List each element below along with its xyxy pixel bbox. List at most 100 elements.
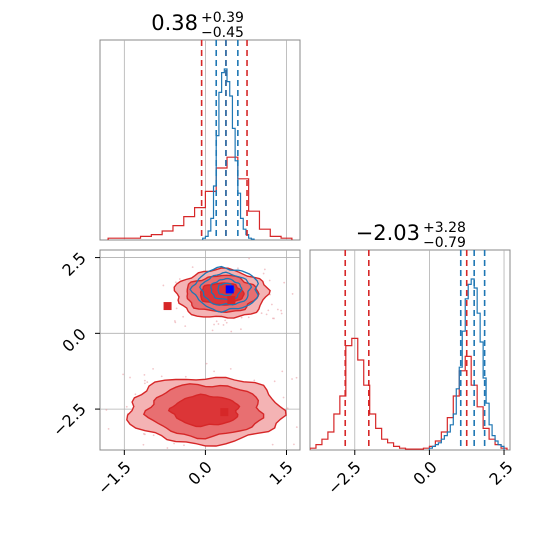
scatter-point	[271, 443, 274, 446]
joint-y-tick-label: 0.0	[58, 324, 89, 355]
scatter-point	[293, 443, 295, 446]
scatter-point	[143, 373, 146, 376]
scatter-point	[280, 309, 282, 312]
scatter-point	[281, 370, 284, 373]
scatter-point	[205, 362, 208, 365]
scatter-point	[240, 328, 242, 331]
scatter-point	[143, 433, 146, 436]
scatter-point	[237, 267, 239, 270]
marginal-x-title-upper: +0.39	[201, 10, 244, 26]
marker-red	[163, 302, 172, 311]
scatter-point	[282, 396, 285, 399]
marginal-x-title-value: 0.38	[151, 11, 198, 35]
scatter-point	[225, 321, 228, 324]
joint-x-tick-label: −1.5	[94, 457, 135, 498]
histogram-blue	[428, 278, 505, 450]
scatter-point	[283, 281, 286, 284]
scatter-point	[265, 313, 268, 316]
marginal-x-title: 0.38	[151, 11, 198, 35]
scatter-point	[184, 325, 187, 328]
histogram-blue	[202, 68, 255, 240]
marginal-y-x-tick-labels: −2.5 0.0 2.5	[324, 457, 517, 498]
scatter-point	[146, 381, 149, 384]
joint-y-tick-label: 2.5	[58, 248, 89, 279]
scatter-point	[222, 324, 225, 326]
scatter-point	[273, 380, 276, 383]
marginal-y-ticks	[354, 450, 505, 455]
scatter-point	[270, 303, 273, 306]
scatter-point	[213, 323, 215, 326]
scatter-point	[247, 316, 250, 319]
scatter-point	[295, 426, 298, 429]
blue-contour-level	[189, 265, 260, 313]
scatter-point	[184, 375, 187, 378]
marginal-y-grid	[354, 250, 505, 450]
scatter-point	[105, 409, 108, 411]
joint-x-tick-label: 1.5	[265, 457, 296, 488]
scatter-point	[134, 393, 137, 396]
marginal-x-title-lower: −0.45	[201, 25, 244, 41]
scatter-point	[125, 405, 128, 408]
scatter-point	[152, 367, 154, 370]
marginal-x-frame	[99, 39, 301, 241]
joint-x-tick-labels: −1.5 0.0 1.5	[94, 457, 297, 498]
marginal-y-quantile-lines	[344, 250, 486, 450]
scatter-point	[129, 376, 131, 379]
scatter-point	[160, 375, 163, 378]
marginal-y-x-tick-label: 0.0	[409, 457, 440, 488]
marginal-y-x-tick-label: 2.5	[485, 457, 516, 488]
joint-y-tick-label: −2.5	[49, 399, 90, 440]
histogram-red	[310, 337, 508, 450]
scatter-point	[253, 379, 256, 382]
blue-contour-level	[217, 282, 235, 297]
scatter-point	[280, 312, 283, 315]
marginal-x-quantile-lines	[200, 40, 248, 240]
scatter-point	[215, 320, 218, 323]
scatter-point	[173, 320, 176, 322]
scatter-point	[190, 449, 193, 450]
red-contour-level	[167, 393, 241, 428]
scatter-point	[142, 443, 145, 446]
scatter-point	[174, 281, 177, 284]
scatter-point	[286, 407, 289, 410]
scatter-point	[291, 293, 294, 295]
scatter-point	[263, 268, 266, 271]
scatter-point	[267, 309, 270, 312]
scatter-point	[262, 272, 265, 275]
scatter-point	[100, 411, 101, 413]
scatter-point	[163, 451, 165, 453]
marginal-y-frame	[309, 249, 511, 451]
joint-ticks	[95, 257, 287, 455]
marginal-y-title-lower: −0.79	[423, 235, 466, 251]
marker-marker_blue	[225, 285, 234, 294]
scatter-point	[248, 257, 251, 260]
scatter-point	[276, 308, 279, 311]
joint-markers	[163, 285, 236, 417]
scatter-point	[240, 316, 243, 319]
scatter-point	[122, 373, 125, 376]
scatter-point	[183, 444, 185, 447]
marginal-y-panel: −2.03 +3.28 −0.79 −2.5 0.0 2.5	[309, 220, 517, 498]
scatter-point	[268, 279, 271, 282]
scatter-point	[162, 284, 165, 287]
scatter-point	[166, 447, 169, 449]
scatter-point	[175, 307, 178, 310]
scatter-point	[217, 323, 220, 325]
blue-contour-level	[199, 271, 253, 306]
scatter-point	[143, 379, 146, 382]
scatter-point	[291, 378, 293, 380]
scatter-point	[211, 329, 214, 332]
scatter-point	[152, 434, 155, 437]
marginal-x-histograms	[107, 68, 293, 240]
scatter-point	[107, 427, 110, 430]
scatter-point	[229, 367, 232, 370]
scatter-point	[191, 266, 194, 269]
histogram-red	[107, 156, 293, 240]
scatter-point	[182, 315, 185, 318]
joint-panel: −1.5 0.0 1.5 2.5 0.0 −2.5	[49, 248, 301, 498]
marginal-y-title-upper: +3.28	[423, 220, 466, 236]
joint-x-tick-label: 0.0	[184, 457, 215, 488]
marginal-y-histograms	[310, 278, 508, 450]
scatter-point	[178, 278, 181, 280]
